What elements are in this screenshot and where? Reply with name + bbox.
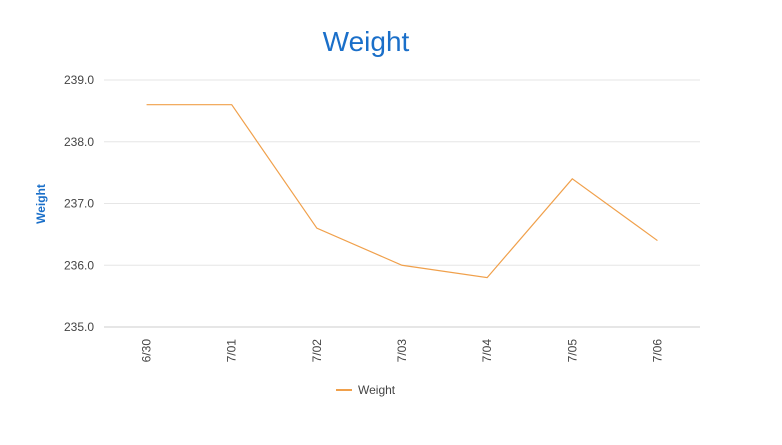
x-tick-label: 6/30: [140, 339, 154, 363]
data-point: [315, 226, 319, 230]
data-point: [570, 177, 574, 181]
legend: Weight: [336, 383, 396, 397]
y-axis-ticks: 235.0 236.0 237.0 238.0 239.0: [64, 73, 94, 334]
y-tick-label: 239.0: [64, 73, 94, 87]
series-lines: [145, 103, 659, 280]
y-tick-label: 235.0: [64, 320, 94, 334]
data-point: [145, 103, 149, 107]
x-axis-ticks: 6/30 7/01 7/02 7/03 7/04 7/05 7/06: [140, 339, 665, 363]
y-tick-label: 238.0: [64, 135, 94, 149]
x-tick-label: 7/02: [310, 339, 324, 363]
x-tick-label: 7/06: [650, 339, 664, 363]
x-tick-label: 7/01: [225, 339, 239, 363]
y-axis-label: Weight: [34, 184, 48, 224]
data-point: [230, 103, 234, 107]
y-tick-label: 237.0: [64, 197, 94, 211]
x-tick-label: 7/04: [480, 339, 494, 363]
x-tick-label: 7/05: [565, 339, 579, 363]
x-tick-label: 7/03: [395, 339, 409, 363]
data-point: [400, 263, 404, 267]
data-point: [485, 276, 489, 280]
series-line-weight: [146, 104, 658, 279]
data-point: [655, 239, 659, 243]
gridlines: [104, 79, 700, 328]
legend-label: Weight: [358, 383, 396, 397]
y-tick-label: 236.0: [64, 258, 94, 272]
chart-title: Weight: [323, 26, 410, 57]
